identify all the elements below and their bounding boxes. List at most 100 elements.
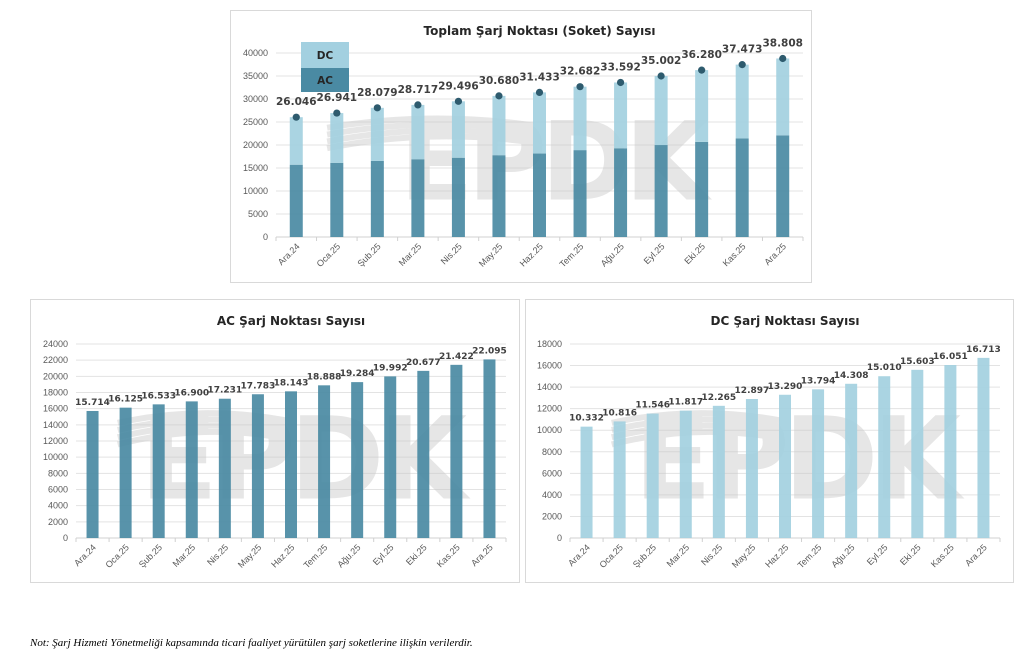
bar-data-label: 11.817 — [668, 398, 703, 408]
x-tick-label: Oca.25 — [103, 542, 131, 570]
bar — [977, 357, 990, 538]
dc-sockets-chart: DC Şarj Noktası Sayısı 0 2000 4000 6000 8000 1… — [537, 314, 1001, 570]
bar-data-label: 16.125 — [108, 395, 143, 405]
x-tick-label: Eki.25 — [682, 241, 707, 266]
bar-data-label: 16.713 — [966, 345, 1001, 355]
y-tick-label: 8000 — [48, 468, 68, 478]
x-tick-label: Ara.25 — [469, 542, 495, 568]
watermark-swoosh — [610, 428, 781, 448]
y-tick-label: 0 — [63, 533, 68, 543]
y-tick-label: 18000 — [537, 339, 562, 349]
total-data-label: 28.717 — [398, 84, 439, 96]
x-tick-label: Eyl.25 — [642, 241, 667, 266]
x-tick-label: Ara.24 — [566, 542, 592, 568]
y-tick-label: 0 — [263, 232, 268, 242]
bar-dc — [573, 86, 587, 151]
x-tick-label: Oca.25 — [315, 241, 343, 269]
y-tick-label: 12000 — [537, 404, 562, 414]
y-tick-label: 40000 — [243, 48, 268, 58]
legend-swatch-dc — [301, 42, 349, 68]
bar-data-label: 19.992 — [373, 363, 408, 373]
bar-dc — [614, 82, 628, 149]
watermark-swoosh — [326, 127, 534, 145]
bar — [745, 398, 758, 538]
bar-ac — [492, 155, 506, 237]
bar — [944, 365, 957, 538]
total-chart-frame: Toplam Şarj Noktası (Soket) Sayısı 0 5000 1… — [230, 10, 812, 283]
x-tick-label: Eki.25 — [404, 542, 429, 567]
x-tick-label: May.25 — [477, 241, 504, 268]
bar-ac — [289, 164, 303, 237]
bar-dc — [735, 64, 749, 139]
total-marker — [779, 54, 787, 63]
x-tick-label: Kas.25 — [929, 542, 956, 569]
y-tick-label: 25000 — [243, 117, 268, 127]
bar — [384, 376, 397, 538]
footnote: Not: Şarj Hizmeti Yönetmeliği kapsamında… — [30, 637, 473, 649]
total-marker — [576, 83, 584, 91]
bar — [845, 383, 858, 538]
bar — [580, 426, 593, 538]
bar — [646, 413, 659, 538]
x-tick-label: Nis.25 — [439, 241, 464, 266]
bar-data-label: 15.603 — [900, 357, 935, 367]
watermark-swoosh — [611, 410, 781, 426]
bar-data-label: 13.290 — [768, 382, 803, 392]
y-tick-label: 16000 — [43, 404, 68, 414]
total-data-label: 33.592 — [600, 61, 641, 73]
bar-ac — [614, 148, 628, 237]
bar — [878, 376, 891, 538]
x-tick-label: Tem.25 — [558, 241, 586, 269]
y-tick-label: 14000 — [43, 420, 68, 430]
bar — [251, 394, 264, 538]
bar — [351, 382, 364, 538]
y-tick-label: 5000 — [248, 209, 268, 219]
total-marker — [292, 113, 300, 121]
watermark-swoosh — [326, 121, 534, 138]
bar — [218, 398, 231, 538]
x-tick-label: Eyl.25 — [371, 542, 396, 567]
y-tick-label: 12000 — [43, 436, 68, 446]
x-tick-label: May.25 — [730, 542, 757, 569]
x-tick-label: Mar.25 — [171, 542, 198, 569]
bar-dc — [370, 107, 384, 161]
total-sockets-chart: Toplam Şarj Noktası (Soket) Sayısı 0 5000 1… — [243, 24, 804, 269]
legend-swatch-ac — [301, 68, 349, 92]
bar-ac — [654, 145, 668, 237]
bar — [450, 364, 463, 538]
total-marker — [333, 109, 341, 117]
bar-data-label: 18.888 — [307, 372, 342, 382]
bar-data-label: 12.265 — [701, 393, 736, 403]
watermark-swoosh — [611, 422, 781, 441]
bar-dc — [695, 70, 709, 142]
bar-data-label: 15.714 — [75, 398, 110, 408]
bar — [483, 359, 496, 538]
bar-ac — [370, 160, 384, 237]
y-tick-label: 6000 — [542, 468, 562, 478]
bar — [417, 370, 430, 538]
bar-data-label: 21.422 — [439, 352, 474, 362]
y-tick-label: 10000 — [43, 452, 68, 462]
bar-data-label: 13.794 — [801, 376, 836, 386]
y-tick-label: 35000 — [243, 71, 268, 81]
bar-data-label: 10.816 — [602, 408, 637, 418]
x-tick-label: Haz.25 — [518, 241, 545, 268]
total-marker — [373, 104, 381, 112]
legend-label-dc: DC — [317, 50, 334, 62]
bar-dc — [330, 113, 344, 163]
x-tick-label: Tem.25 — [796, 542, 824, 570]
bar-dc — [654, 75, 668, 146]
total-data-label: 26.046 — [276, 96, 317, 108]
bar-data-label: 19.284 — [340, 369, 375, 379]
bar-data-label: 11.546 — [635, 401, 670, 411]
x-tick-label: Ara.24 — [276, 241, 302, 267]
bar-data-label: 15.010 — [867, 363, 902, 373]
y-tick-label: 2000 — [542, 511, 562, 521]
y-tick-label: 14000 — [537, 382, 562, 392]
bar-data-label: 16.900 — [174, 388, 209, 398]
bar — [285, 391, 297, 538]
watermark-swoosh — [326, 115, 534, 131]
bar-data-label: 17.231 — [207, 386, 242, 396]
bar-dc — [451, 101, 465, 158]
x-tick-label: Nis.25 — [699, 542, 724, 567]
